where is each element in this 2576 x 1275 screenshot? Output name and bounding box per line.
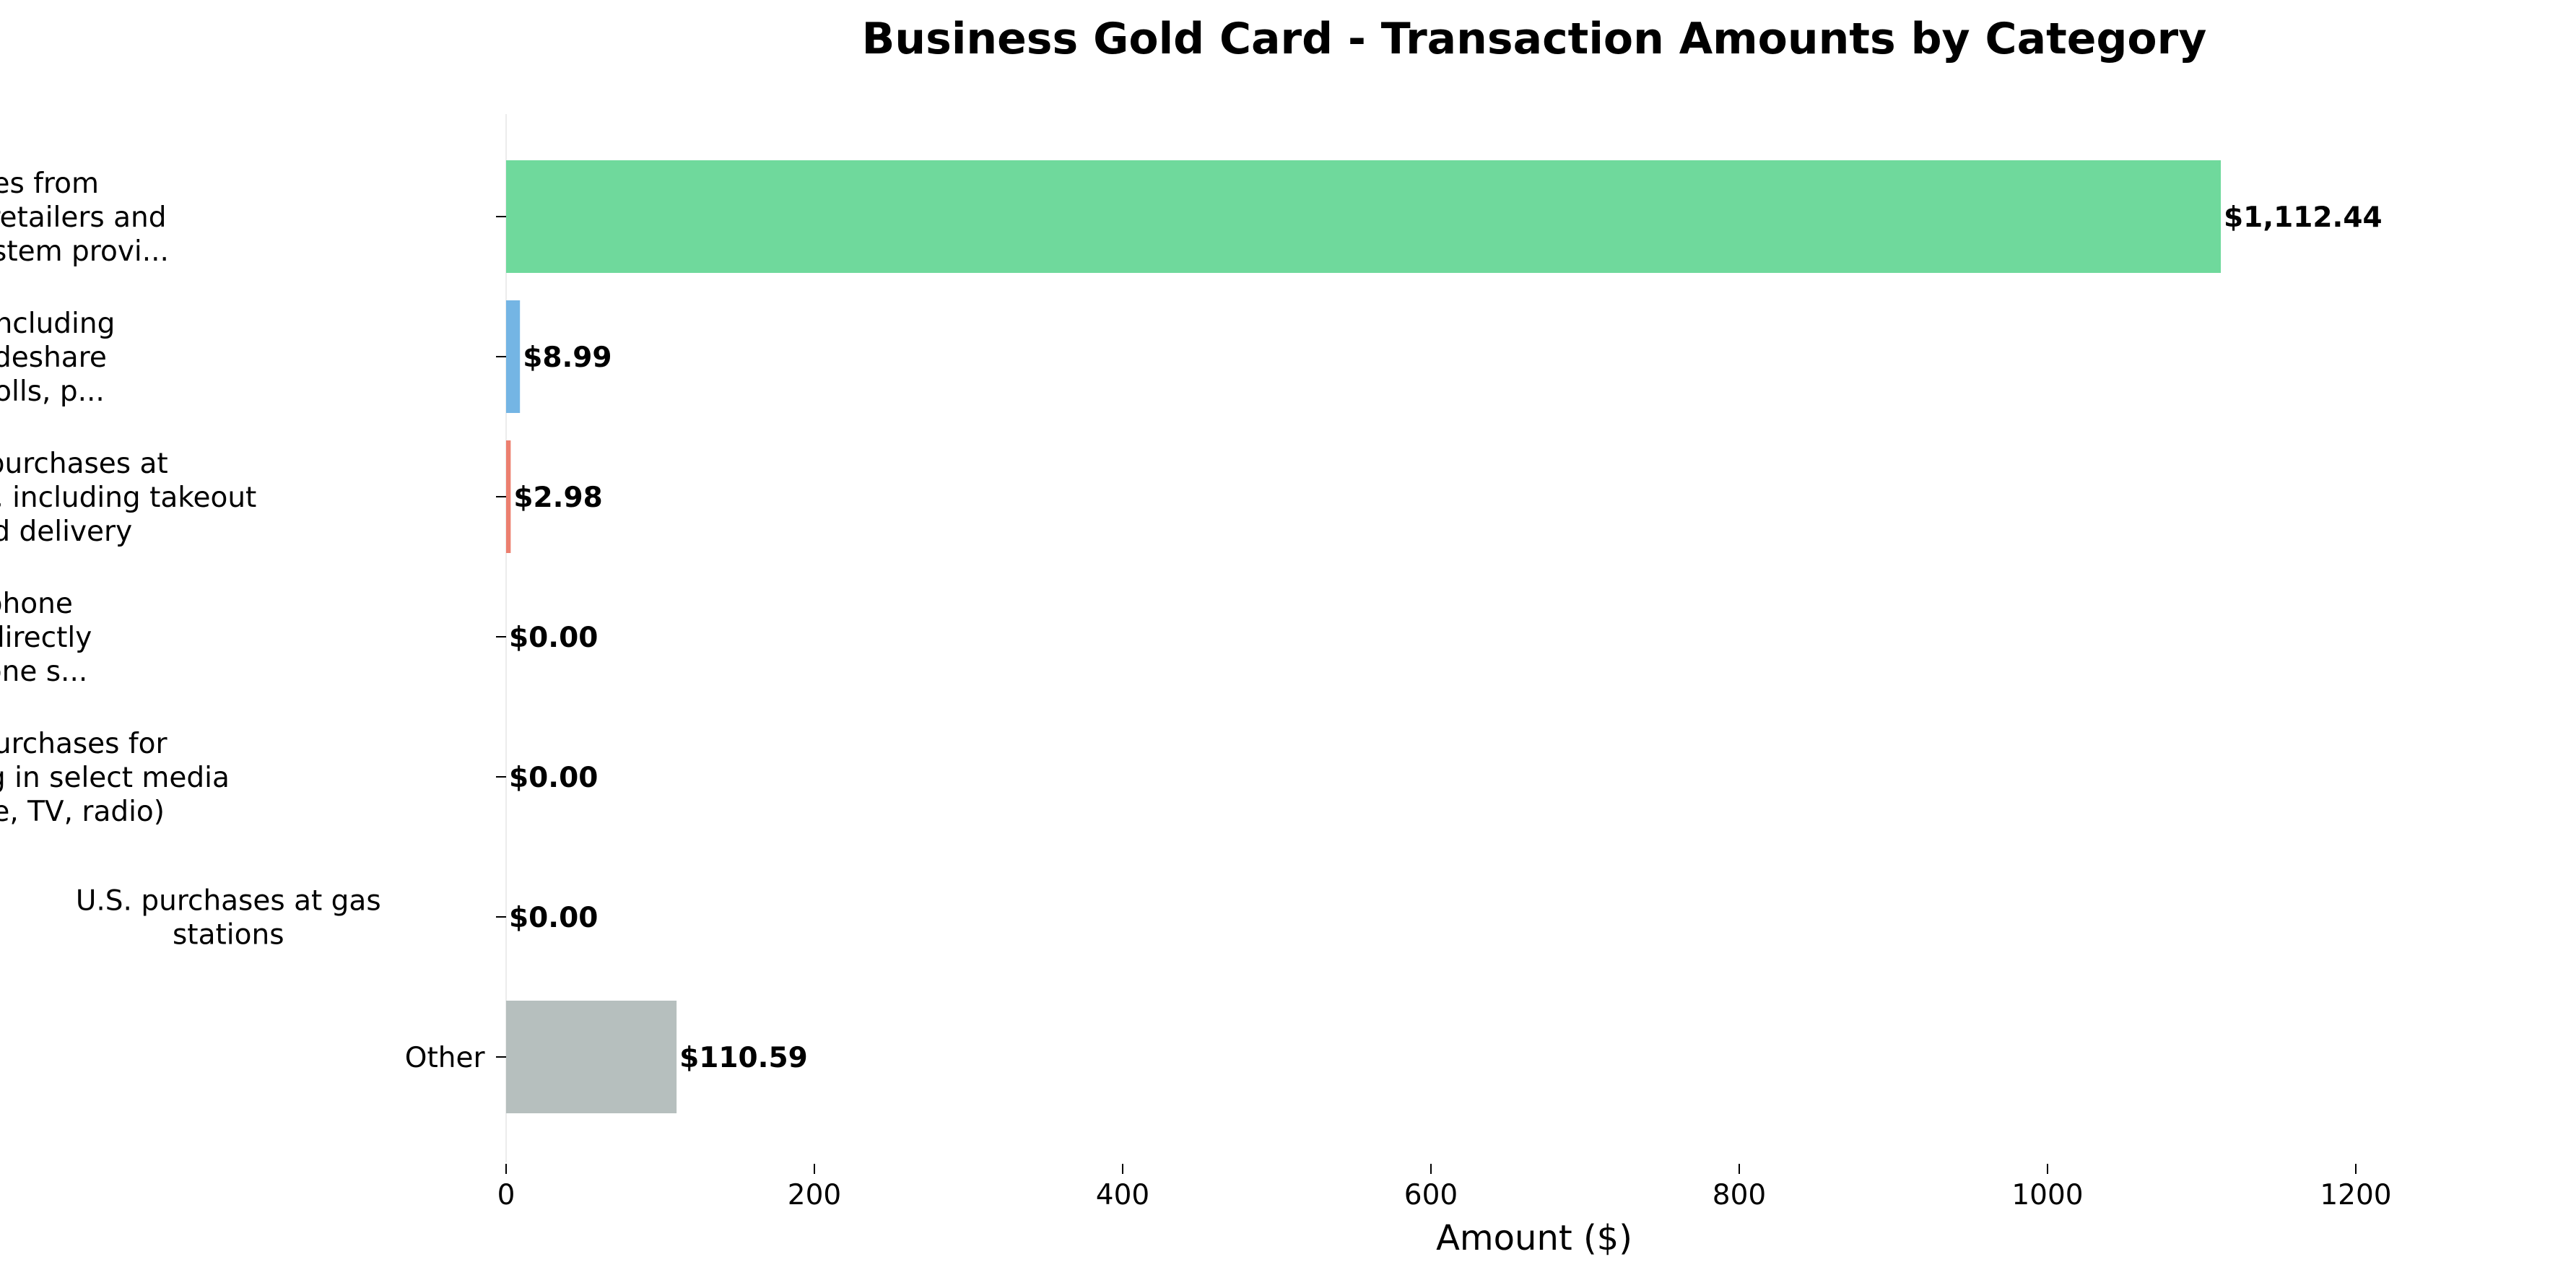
category-label-line: services, ferries, tolls, p... xyxy=(0,375,105,408)
category-label-line: Other xyxy=(405,1042,486,1074)
x-tick-label-6: 1200 xyxy=(2320,1179,2391,1211)
x-tick-label-5: 1000 xyxy=(2011,1179,2083,1211)
x-tick-label-1: 200 xyxy=(788,1179,841,1211)
category-label-line: trains, taxicabs, rideshare xyxy=(0,341,107,374)
category-label-5: U.S. purchases at gas stations xyxy=(76,885,381,952)
category-label-line: stations xyxy=(173,919,284,952)
category-label-6: Other xyxy=(405,1042,486,1074)
category-label-line: software/cloud system provi... xyxy=(0,235,169,268)
category-label-line: U.S. purchases for xyxy=(0,728,167,760)
category-label-line: restaurants, including takeout xyxy=(0,482,256,514)
value-label-6: $110.59 xyxy=(679,1042,808,1074)
bar-2 xyxy=(506,440,511,553)
x-axis-ticks: 0 200 400 600 800 1000 1200 xyxy=(497,1164,2392,1211)
category-label-line: from a wireless telephone s... xyxy=(0,656,87,688)
category-label-line: and delivery xyxy=(0,515,132,548)
category-label-4: U.S. purchases foradvertising in select … xyxy=(0,728,230,828)
value-label-2: $2.98 xyxy=(513,482,602,514)
category-label-line: U.S. purchases at gas xyxy=(76,885,381,918)
chart-title: Business Gold Card - Transaction Amounts… xyxy=(862,14,2207,64)
value-label-4: $0.00 xyxy=(509,762,598,794)
x-tick-label-3: 600 xyxy=(1404,1179,1458,1211)
category-label-line: advertising in select media xyxy=(0,762,230,794)
category-label-line: service charges made directly xyxy=(0,622,92,654)
category-label-line: electronic goods retailers and xyxy=(0,201,167,234)
category-label-line: (online, TV, radio) xyxy=(0,796,165,828)
value-label-0: $1,112.44 xyxy=(2224,201,2383,234)
category-label-line: U.S. purchases from xyxy=(0,167,99,200)
x-tick-label-4: 800 xyxy=(1713,1179,1766,1211)
category-label-0: U.S. purchases fromelectronic goods reta… xyxy=(0,167,169,268)
value-label-1: $8.99 xyxy=(523,341,612,374)
bars-layer: $1,112.44 $8.99 $2.98 $0.00 $0.00 $0.00 $110.5… xyxy=(506,160,2383,1113)
category-labels: U.S. purchases fromelectronic goods reta… xyxy=(0,167,506,1074)
category-label-1: Transit purchases includingtrains, taxic… xyxy=(0,308,115,408)
category-label-line: U.S. purchases at xyxy=(0,448,168,480)
category-label-line: Transit purchases including xyxy=(0,308,115,340)
bar-0 xyxy=(506,160,2222,273)
value-label-5: $0.00 xyxy=(509,902,598,934)
x-axis-title: Amount ($) xyxy=(1436,1218,1632,1258)
category-label-3: Monthly wireless telephoneservice charge… xyxy=(0,588,92,688)
bar-6 xyxy=(506,1001,677,1113)
value-label-3: $0.00 xyxy=(509,622,598,654)
category-label-line: Monthly wireless telephone xyxy=(0,588,73,620)
x-tick-label-0: 0 xyxy=(497,1179,515,1211)
bar-1 xyxy=(506,300,521,413)
x-tick-label-2: 400 xyxy=(1096,1179,1149,1211)
category-label-2: U.S. purchases atrestaurants, including … xyxy=(0,448,256,548)
